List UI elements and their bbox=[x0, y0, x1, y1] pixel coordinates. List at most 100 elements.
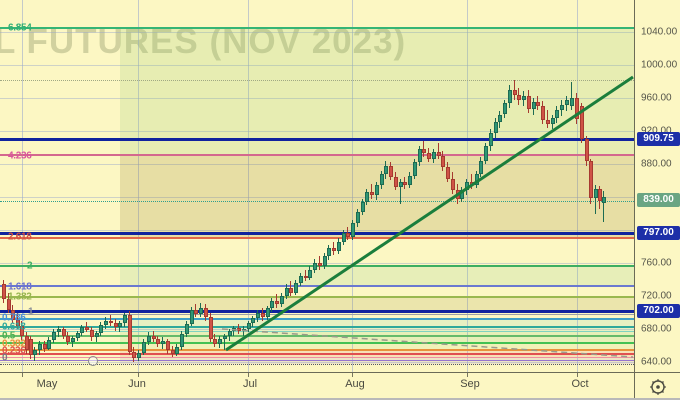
fib-anchor-handle[interactable] bbox=[88, 356, 98, 366]
month-label[interactable]: Sep bbox=[460, 378, 480, 390]
price-axis[interactable]: 1040.00 1000.00 960.00 920.00 880.00 760.00 72… bbox=[634, 0, 680, 372]
candle-up[interactable] bbox=[265, 308, 270, 318]
candle-down[interactable] bbox=[170, 350, 175, 354]
candle-up[interactable] bbox=[255, 313, 260, 319]
candle-up[interactable] bbox=[559, 104, 564, 111]
candle-up[interactable] bbox=[75, 333, 80, 339]
candle-down[interactable] bbox=[89, 329, 94, 338]
candle-up[interactable] bbox=[601, 197, 606, 203]
candle-down[interactable] bbox=[545, 120, 550, 125]
gear-icon[interactable] bbox=[649, 378, 667, 396]
candle-down[interactable] bbox=[274, 300, 279, 305]
month-label[interactable]: Jun bbox=[128, 378, 146, 390]
candle-wick[interactable] bbox=[603, 191, 604, 222]
candle-down[interactable] bbox=[540, 106, 545, 121]
candle-up[interactable] bbox=[374, 185, 379, 196]
candle-up[interactable] bbox=[136, 352, 141, 358]
candle-down[interactable] bbox=[440, 155, 445, 168]
candle-down[interactable] bbox=[535, 102, 540, 107]
candle-down[interactable] bbox=[426, 153, 431, 160]
candle-down[interactable] bbox=[61, 329, 66, 337]
candle-up[interactable] bbox=[379, 173, 384, 186]
price-badge[interactable]: 909.75 bbox=[637, 132, 680, 146]
candle-up[interactable] bbox=[241, 329, 246, 331]
candle-up[interactable] bbox=[32, 350, 37, 356]
candle-down[interactable] bbox=[469, 182, 474, 186]
month-label[interactable]: Aug bbox=[345, 378, 365, 390]
candle-down[interactable] bbox=[131, 352, 136, 358]
price-level-line[interactable] bbox=[0, 313, 634, 315]
candle-up[interactable] bbox=[507, 89, 512, 103]
candle-up[interactable] bbox=[250, 318, 255, 324]
candle-wick[interactable] bbox=[243, 325, 244, 337]
candle-up[interactable] bbox=[79, 327, 84, 334]
candle-up[interactable] bbox=[231, 328, 236, 332]
candle-down[interactable] bbox=[127, 314, 132, 353]
candle-down[interactable] bbox=[317, 263, 322, 267]
candle-up[interactable] bbox=[198, 307, 203, 315]
candle-up[interactable] bbox=[459, 190, 464, 199]
candle-up[interactable] bbox=[326, 248, 331, 257]
candle-down[interactable] bbox=[65, 336, 70, 343]
candle-up[interactable] bbox=[407, 175, 412, 186]
candle-up[interactable] bbox=[383, 165, 388, 174]
candle-up[interactable] bbox=[46, 339, 51, 349]
candle-up[interactable] bbox=[70, 338, 75, 343]
candle-wick[interactable] bbox=[86, 322, 87, 333]
price-level-line[interactable] bbox=[0, 237, 634, 239]
price-badge[interactable]: 702.00 bbox=[637, 304, 680, 318]
candle-up[interactable] bbox=[141, 342, 146, 353]
price-level-line[interactable] bbox=[0, 27, 634, 29]
candle-up[interactable] bbox=[336, 241, 341, 252]
candle-down[interactable] bbox=[584, 139, 589, 161]
candle-down[interactable] bbox=[331, 248, 336, 252]
candle-up[interactable] bbox=[189, 310, 194, 325]
month-label[interactable]: Oct bbox=[571, 378, 589, 390]
candle-up[interactable] bbox=[269, 300, 274, 309]
candle-down[interactable] bbox=[588, 160, 593, 198]
candle-down[interactable] bbox=[193, 310, 198, 315]
candle-up[interactable] bbox=[179, 333, 184, 348]
candle-down[interactable] bbox=[450, 178, 455, 191]
candle-up[interactable] bbox=[298, 276, 303, 283]
candle-up[interactable] bbox=[355, 211, 360, 224]
price-badge[interactable]: 797.00 bbox=[637, 226, 680, 240]
candle-up[interactable] bbox=[217, 338, 222, 344]
candle-up[interactable] bbox=[478, 160, 483, 174]
candle-down[interactable] bbox=[208, 317, 213, 339]
price-level-line[interactable] bbox=[0, 349, 634, 351]
candle-down[interactable] bbox=[108, 320, 113, 324]
price-level-line[interactable] bbox=[0, 353, 634, 355]
axis-settings-corner[interactable] bbox=[634, 372, 680, 400]
candle-up[interactable] bbox=[103, 320, 108, 325]
candle-down[interactable] bbox=[42, 343, 47, 349]
candle-down[interactable] bbox=[1, 284, 6, 300]
candle-up[interactable] bbox=[502, 102, 507, 115]
candle-down[interactable] bbox=[402, 182, 407, 186]
candle-up[interactable] bbox=[464, 182, 469, 191]
candle-up[interactable] bbox=[322, 256, 327, 267]
candle-down[interactable] bbox=[236, 328, 241, 331]
price-level-line[interactable] bbox=[0, 231, 634, 235]
price-level-line[interactable] bbox=[0, 200, 634, 202]
candle-up[interactable] bbox=[56, 329, 61, 333]
candle-up[interactable] bbox=[174, 347, 179, 354]
candle-down[interactable] bbox=[155, 338, 160, 344]
price-level-line[interactable] bbox=[0, 359, 634, 361]
candle-up[interactable] bbox=[412, 162, 417, 176]
price-level-line[interactable] bbox=[0, 137, 634, 141]
candle-up[interactable] bbox=[488, 132, 493, 146]
candle-down[interactable] bbox=[260, 313, 265, 318]
candle-up[interactable] bbox=[364, 192, 369, 202]
price-level-line[interactable] bbox=[0, 285, 634, 287]
candle-down[interactable] bbox=[393, 177, 398, 188]
month-label[interactable]: May bbox=[36, 378, 58, 390]
candle-up[interactable] bbox=[307, 269, 312, 278]
candle-down[interactable] bbox=[84, 327, 89, 330]
candle-up[interactable] bbox=[279, 296, 284, 305]
price-level-line[interactable] bbox=[0, 318, 634, 320]
candle-up[interactable] bbox=[293, 282, 298, 293]
candle-down[interactable] bbox=[345, 233, 350, 237]
candle-up[interactable] bbox=[222, 336, 227, 339]
candle-down[interactable] bbox=[203, 307, 208, 318]
